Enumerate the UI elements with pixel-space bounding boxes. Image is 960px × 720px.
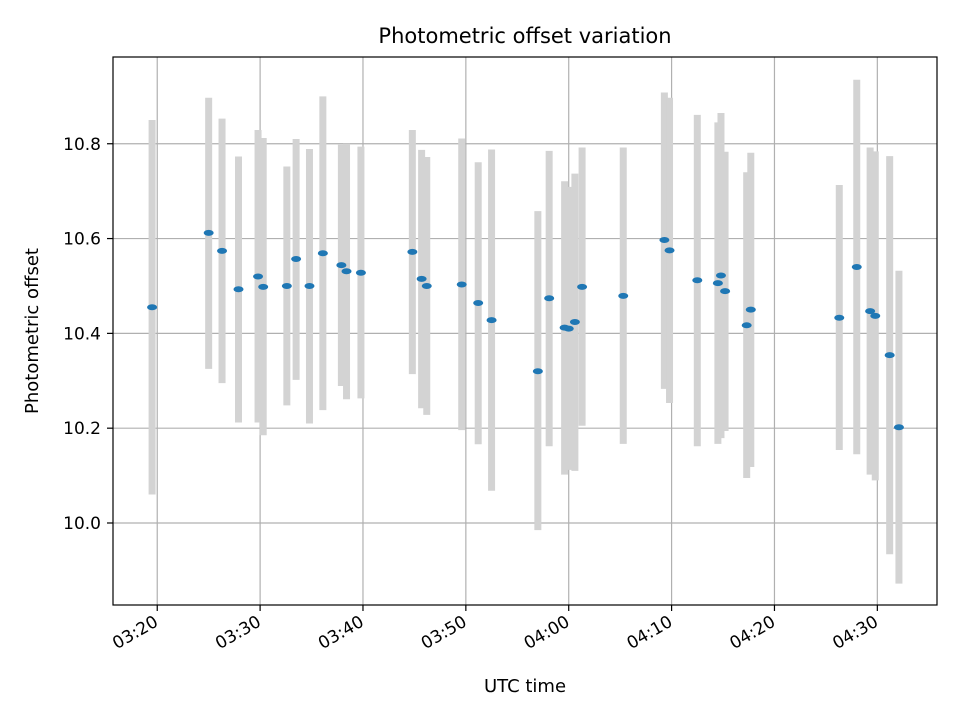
data-point xyxy=(720,288,731,295)
y-tick-label: 10.2 xyxy=(63,419,101,439)
data-point xyxy=(304,282,315,289)
data-point xyxy=(893,424,904,431)
data-point xyxy=(664,247,675,254)
data-point xyxy=(712,280,723,287)
data-point xyxy=(203,229,214,236)
data-point xyxy=(692,277,703,284)
data-point xyxy=(851,264,862,271)
data-point xyxy=(741,322,752,329)
data-point xyxy=(577,283,588,290)
data-point xyxy=(486,317,497,324)
data-point xyxy=(421,282,432,289)
data-point xyxy=(569,318,580,325)
y-tick-label: 10.4 xyxy=(63,324,101,344)
y-axis-label: Photometric offset xyxy=(22,248,43,414)
data-point xyxy=(416,275,427,282)
data-point xyxy=(544,295,555,302)
x-axis-label: UTC time xyxy=(484,676,566,697)
data-point xyxy=(563,325,574,332)
data-point xyxy=(281,282,292,289)
data-point xyxy=(407,248,418,255)
data-point xyxy=(317,250,328,257)
data-point xyxy=(291,255,302,262)
data-point xyxy=(147,304,158,311)
data-point xyxy=(473,300,484,307)
data-markers xyxy=(147,229,904,431)
data-point xyxy=(217,247,228,254)
y-tick-label: 10.6 xyxy=(63,230,101,250)
y-tick-label: 10.0 xyxy=(63,514,101,534)
data-point xyxy=(659,236,670,243)
chart-title: Photometric offset variation xyxy=(378,24,671,48)
data-point xyxy=(618,292,629,299)
data-point xyxy=(865,308,876,315)
data-point xyxy=(336,262,347,269)
data-point xyxy=(532,368,543,375)
data-point xyxy=(456,281,467,288)
data-point xyxy=(258,283,269,290)
data-point xyxy=(253,273,264,280)
data-point xyxy=(834,314,845,321)
data-point xyxy=(884,352,895,359)
data-point xyxy=(233,286,244,293)
y-tick-label: 10.8 xyxy=(63,135,101,155)
data-point xyxy=(745,306,756,313)
data-point xyxy=(355,269,366,276)
data-point xyxy=(870,312,881,319)
plot-frame xyxy=(112,56,938,606)
data-point xyxy=(715,272,726,279)
data-point xyxy=(341,268,352,275)
y-axis-ticks: 10.0 10.2 10.4 10.6 10.8 xyxy=(63,135,113,534)
